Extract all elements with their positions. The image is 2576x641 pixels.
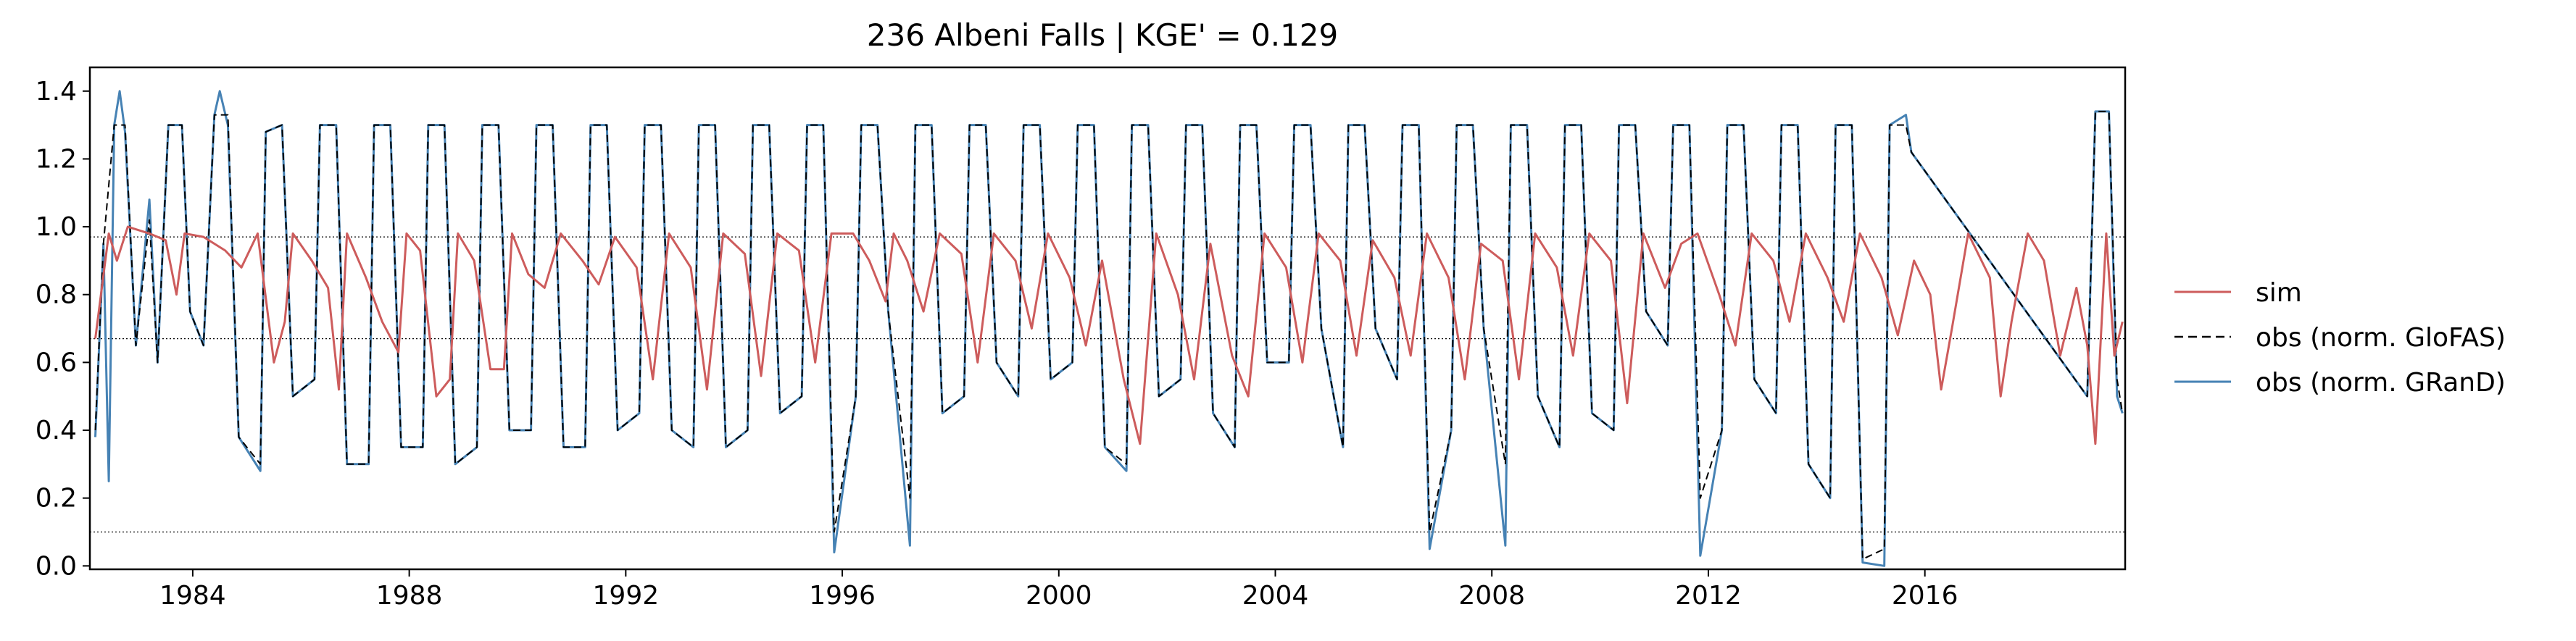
x-tick-label: 2004 bbox=[1242, 581, 1309, 611]
x-tick-label: 2016 bbox=[1892, 581, 1958, 611]
y-tick-label: 0.8 bbox=[36, 280, 77, 310]
x-tick-label: 2000 bbox=[1026, 581, 1092, 611]
y-tick-label: 0.0 bbox=[36, 551, 77, 581]
reference-lines bbox=[90, 236, 2125, 533]
y-tick-label: 0.4 bbox=[36, 416, 77, 445]
legend-label-0: sim bbox=[2256, 278, 2302, 308]
plot-area-frame bbox=[88, 66, 2127, 571]
legend-label-2: obs (norm. GRanD) bbox=[2256, 368, 2506, 398]
series-layer bbox=[94, 90, 2124, 567]
series-line-1 bbox=[94, 110, 2124, 560]
y-tick-label: 0.2 bbox=[36, 484, 77, 514]
chart-title: 236 Albeni Falls | KGE' = 0.129 bbox=[867, 17, 1338, 53]
y-tick-label: 1.4 bbox=[36, 77, 77, 106]
y-tick-label: 1.0 bbox=[36, 212, 77, 242]
x-tick-label: 2012 bbox=[1675, 581, 1742, 611]
y-axis: 0.0 0.2 0.4 0.6 0.8 1.0 1.2 1.4 bbox=[36, 77, 90, 581]
series-line-0 bbox=[94, 225, 2124, 445]
x-tick-label: 1988 bbox=[376, 581, 443, 611]
legend-label-1: obs (norm. GloFAS) bbox=[2256, 323, 2506, 353]
x-tick-label: 1996 bbox=[809, 581, 876, 611]
x-tick-label: 1992 bbox=[593, 581, 660, 611]
y-tick-label: 0.6 bbox=[36, 348, 77, 377]
x-tick-label: 1984 bbox=[159, 581, 226, 611]
y-tick-label: 1.2 bbox=[36, 144, 77, 174]
x-tick-label: 2008 bbox=[1458, 581, 1525, 611]
legend: sim obs (norm. GloFAS) obs (norm. GRanD) bbox=[2174, 278, 2506, 398]
x-axis: 1984 1988 1992 1996 2000 2004 2008 2012 2016 bbox=[159, 569, 1958, 611]
